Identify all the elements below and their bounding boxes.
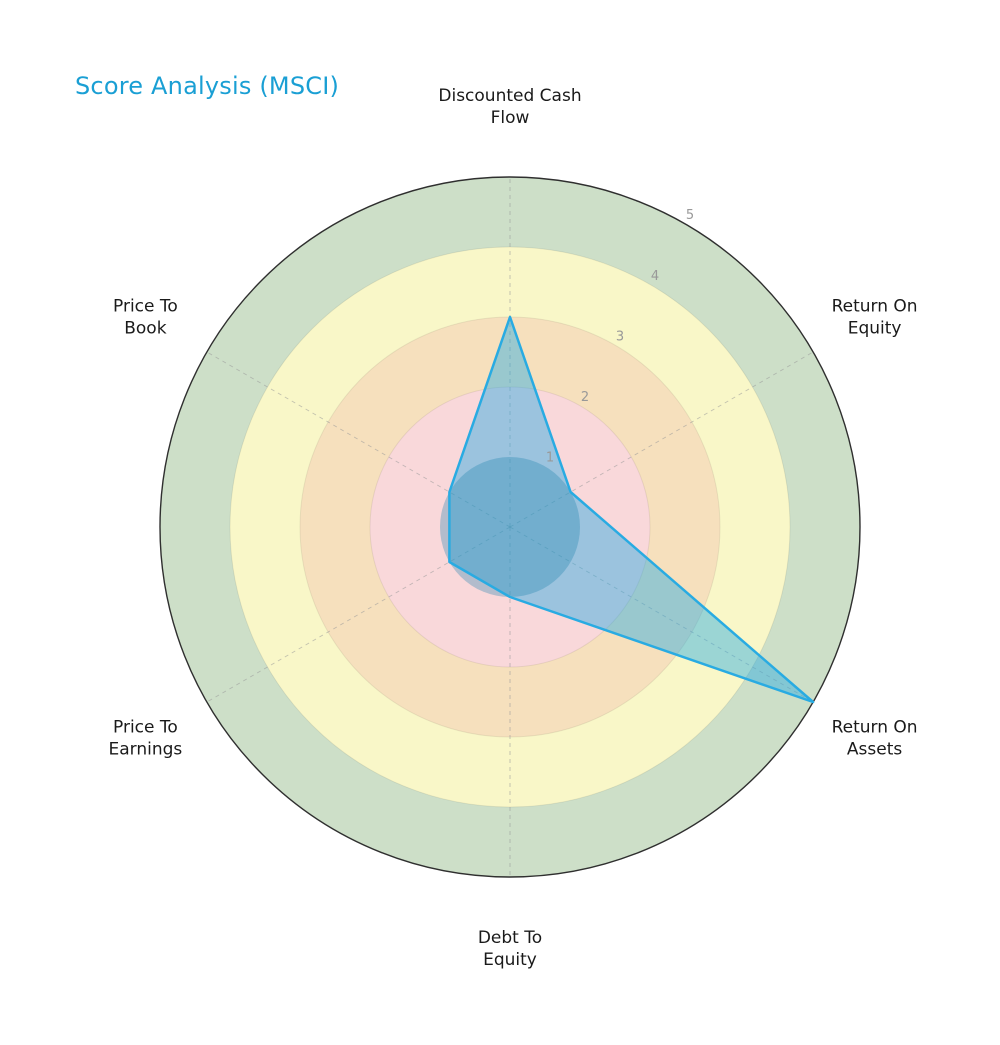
axis-label-line: Flow xyxy=(491,108,530,128)
grid-spoke xyxy=(206,526,511,703)
axis-label-line: Price To xyxy=(113,718,178,738)
axis-label: Price To Book xyxy=(113,297,178,339)
series-inner-circle xyxy=(440,457,580,597)
axis-label-line: Return On xyxy=(832,297,918,317)
axis-label: Return On Equity xyxy=(832,297,918,339)
axis-label: Discounted Cash Flow xyxy=(438,86,581,128)
grid-spoke xyxy=(509,351,814,528)
axis-label-line: Equity xyxy=(483,950,537,970)
tick-label: 2 xyxy=(581,390,589,405)
axis-label-line: Book xyxy=(124,319,166,339)
tick-label: 5 xyxy=(686,208,694,223)
outer-circle xyxy=(159,176,861,878)
axis-label-line: Return On xyxy=(832,718,918,738)
axis-label-line: Earnings xyxy=(109,740,183,760)
axis-label-line: Discounted Cash xyxy=(438,86,581,106)
grid-spoke xyxy=(206,351,511,528)
axis-label-line: Price To xyxy=(113,297,178,317)
tick-label: 1 xyxy=(546,451,554,466)
grid-spoke xyxy=(509,526,814,703)
chart-title: Score Analysis (MSCI) xyxy=(75,72,340,100)
series-outline xyxy=(448,315,815,704)
axis-label: Price To Earnings xyxy=(109,718,183,760)
axis-label-line: Equity xyxy=(848,319,902,339)
tick-label: 3 xyxy=(616,329,624,344)
tick-label: 4 xyxy=(651,269,659,284)
axis-label-line: Assets xyxy=(847,740,902,760)
axis-label: Return On Assets xyxy=(832,718,918,760)
axis-label-line: Debt To xyxy=(478,928,542,948)
series-fill xyxy=(449,317,814,702)
axis-label: Debt To Equity xyxy=(478,928,542,970)
